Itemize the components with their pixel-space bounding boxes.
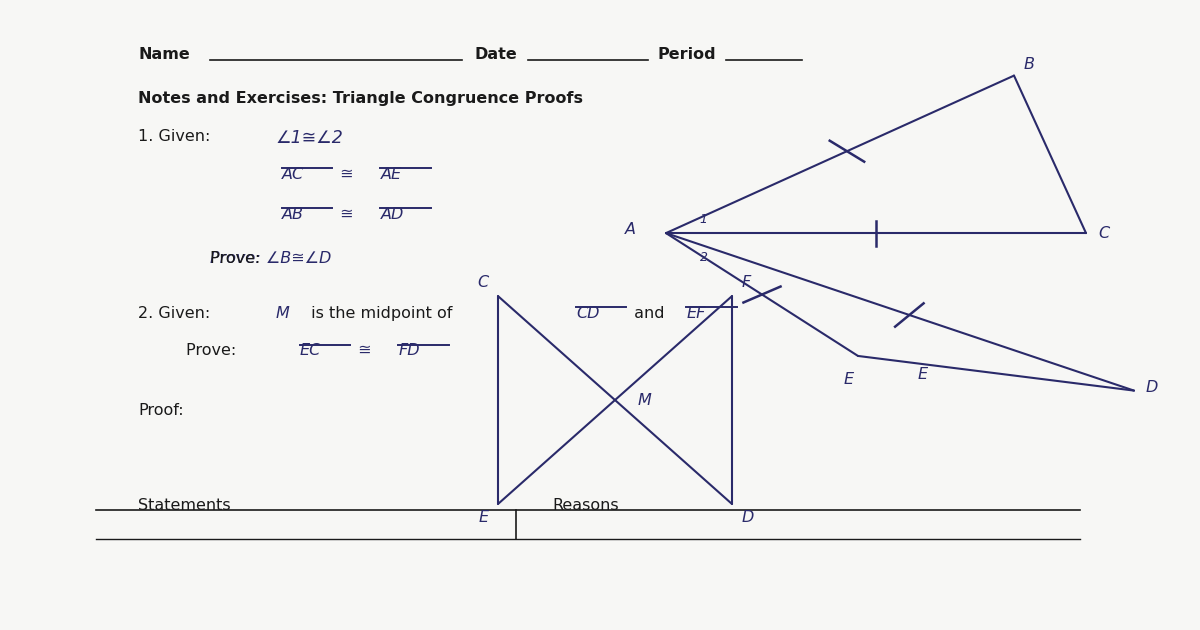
Text: AC: AC (282, 167, 304, 182)
Text: 1: 1 (700, 213, 708, 226)
Text: E: E (918, 367, 928, 382)
Text: Prove:: Prove: (210, 251, 265, 266)
Text: E: E (479, 510, 488, 525)
Text: Statements: Statements (138, 498, 230, 513)
Text: EF: EF (686, 306, 706, 321)
Text: D: D (742, 510, 754, 525)
Text: D: D (1146, 380, 1158, 395)
Text: ≅: ≅ (335, 167, 359, 182)
Text: AE: AE (380, 167, 402, 182)
Text: Prove:: Prove: (186, 343, 241, 358)
Text: 1. Given:: 1. Given: (138, 129, 216, 144)
Text: B: B (1024, 57, 1034, 72)
Text: AD: AD (380, 207, 403, 222)
Text: EC: EC (300, 343, 322, 358)
Text: AB: AB (282, 207, 304, 222)
Text: Proof:: Proof: (138, 403, 184, 418)
Text: 2: 2 (700, 251, 708, 263)
Text: CD: CD (576, 306, 600, 321)
Text: C: C (478, 275, 488, 290)
Text: Reasons: Reasons (552, 498, 619, 513)
Text: and: and (629, 306, 670, 321)
Text: ≅: ≅ (335, 207, 359, 222)
Text: Name: Name (138, 47, 190, 62)
Text: M: M (637, 392, 650, 408)
Text: E: E (844, 372, 853, 387)
Text: FD: FD (398, 343, 420, 358)
Text: M: M (276, 306, 289, 321)
Text: 2. Given:: 2. Given: (138, 306, 215, 321)
Text: Date: Date (474, 47, 517, 62)
Text: Period: Period (658, 47, 716, 62)
Text: Prove: ∠B≅∠D: Prove: ∠B≅∠D (210, 251, 331, 266)
Text: A: A (625, 222, 636, 238)
Text: C: C (1098, 226, 1109, 241)
Text: F: F (742, 275, 751, 290)
Text: ∠1≅∠2: ∠1≅∠2 (276, 129, 343, 147)
Text: ≅: ≅ (353, 343, 377, 358)
Text: Notes and Exercises: Triangle Congruence Proofs: Notes and Exercises: Triangle Congruence… (138, 91, 583, 106)
Text: is the midpoint of: is the midpoint of (306, 306, 457, 321)
